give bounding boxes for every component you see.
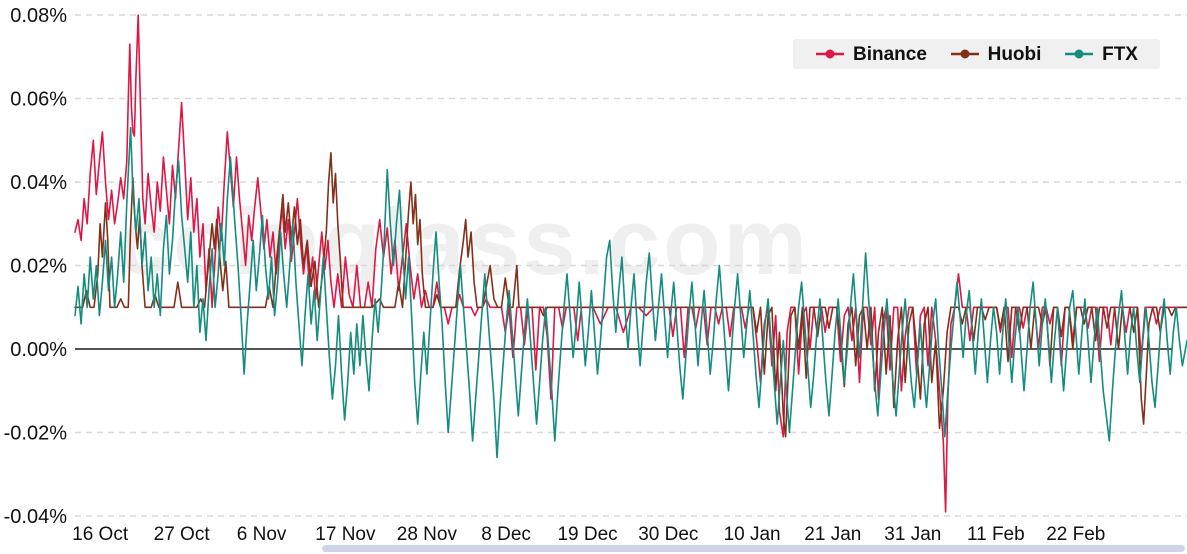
- legend-label-binance: Binance: [853, 43, 927, 65]
- x-axis-tick-label: 31 Jan: [884, 524, 941, 545]
- ftx-series-marker-icon: [1065, 49, 1094, 59]
- y-axis-tick-label: 0.08%: [10, 5, 67, 27]
- series-line-huobi[interactable]: [74, 152, 1187, 438]
- y-axis-tick-label: 0.06%: [10, 89, 67, 111]
- binance-series-marker-icon: [816, 49, 844, 59]
- x-axis-tick-label: 30 Dec: [638, 524, 698, 545]
- huobi-series-marker-icon: [950, 49, 979, 59]
- legend-label-ftx: FTX: [1102, 43, 1138, 65]
- y-axis-tick-label: 0.02%: [10, 256, 67, 278]
- series-line-binance[interactable]: [74, 14, 1187, 513]
- x-axis-tick-label: 11 Feb: [967, 524, 1025, 545]
- legend-item-binance[interactable]: Binance: [815, 45, 927, 64]
- legend-item-ftx[interactable]: FTX: [1064, 45, 1138, 64]
- legend-item-huobi[interactable]: Huobi: [950, 43, 1042, 65]
- x-axis-tick-label: 16 Oct: [72, 524, 129, 545]
- x-axis-tick-label: 28 Nov: [397, 524, 458, 545]
- y-axis-tick-label: 0.04%: [10, 172, 67, 194]
- x-axis-tick-label: 17 Nov: [315, 524, 376, 545]
- y-axis-tick-label: -0.02%: [4, 423, 68, 445]
- x-axis-tick-label: 22 Feb: [1046, 524, 1105, 545]
- y-axis-tick-label: -0.04%: [4, 506, 68, 528]
- x-axis-tick-label: 27 Oct: [154, 524, 211, 545]
- horizontal-scrollbar-thumb[interactable]: [322, 545, 1185, 552]
- x-axis-tick-label: 19 Dec: [557, 524, 617, 545]
- legend-label-huobi: Huobi: [987, 43, 1042, 65]
- x-axis-tick-label: 6 Nov: [237, 524, 287, 545]
- x-axis-tick-label: 10 Jan: [724, 524, 781, 545]
- y-axis-tick-label: 0.00%: [10, 339, 67, 361]
- series-line-ftx[interactable]: [74, 126, 1187, 459]
- x-axis-tick-label: 8 Dec: [481, 524, 531, 545]
- x-axis-tick-label: 21 Jan: [804, 524, 861, 545]
- chart-legend: Binance Huobi FTX: [793, 39, 1160, 69]
